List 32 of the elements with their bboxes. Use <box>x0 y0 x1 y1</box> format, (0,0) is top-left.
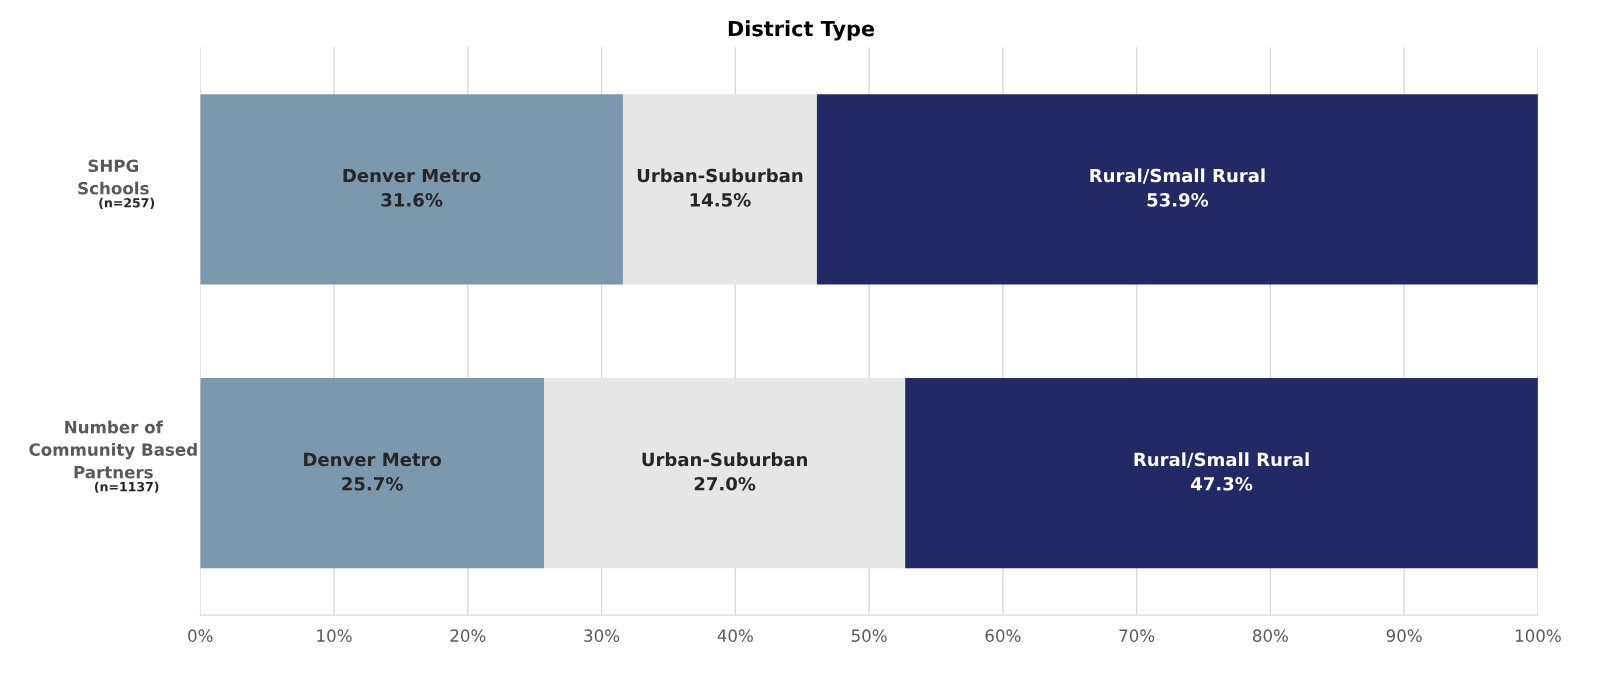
bar <box>622 94 817 285</box>
x-tick-label: 50% <box>851 629 887 642</box>
series-label: Rural/Small Rural <box>1090 168 1265 184</box>
x-tick-label: 30% <box>584 629 620 642</box>
bar <box>200 94 623 285</box>
bar <box>200 378 545 569</box>
bar <box>816 94 1538 285</box>
bar <box>905 378 1538 569</box>
x-tick-label: 10% <box>317 629 352 642</box>
x-tick-label: 40% <box>717 629 753 642</box>
data-label: 27.0% <box>694 476 756 491</box>
y-tick-label: SHPG Schools (n=257) <box>78 159 155 209</box>
x-tick-label: 90% <box>1386 629 1422 642</box>
x-tick-label: 100% <box>1515 629 1561 642</box>
text: Rural/Small Rural <box>1134 452 1309 468</box>
series-label: Denver Metro <box>343 168 481 183</box>
data-label: 53.9% <box>1147 193 1209 207</box>
x-tick-label: 20% <box>450 629 486 642</box>
data-label: 25.7% <box>342 476 403 491</box>
x-tick-label: 80% <box>1252 629 1288 642</box>
bar <box>544 378 906 569</box>
text: Urban-Suburban <box>642 452 807 467</box>
x-tick-label: 70% <box>1119 629 1155 642</box>
data-label: 14.5% <box>690 193 751 207</box>
y-tick-label: Number of Community Based Partners (n=1137) <box>29 420 197 493</box>
data-label: 47.3% <box>1191 476 1253 491</box>
x-tick-label: 0% <box>188 629 213 642</box>
x-tick-label: 60% <box>985 629 1021 642</box>
chart-title: District Type <box>728 20 875 41</box>
text: Denver Metro <box>304 452 442 467</box>
data-label: 31.6% <box>381 193 443 207</box>
series-label: Urban-Suburban <box>637 168 803 183</box>
